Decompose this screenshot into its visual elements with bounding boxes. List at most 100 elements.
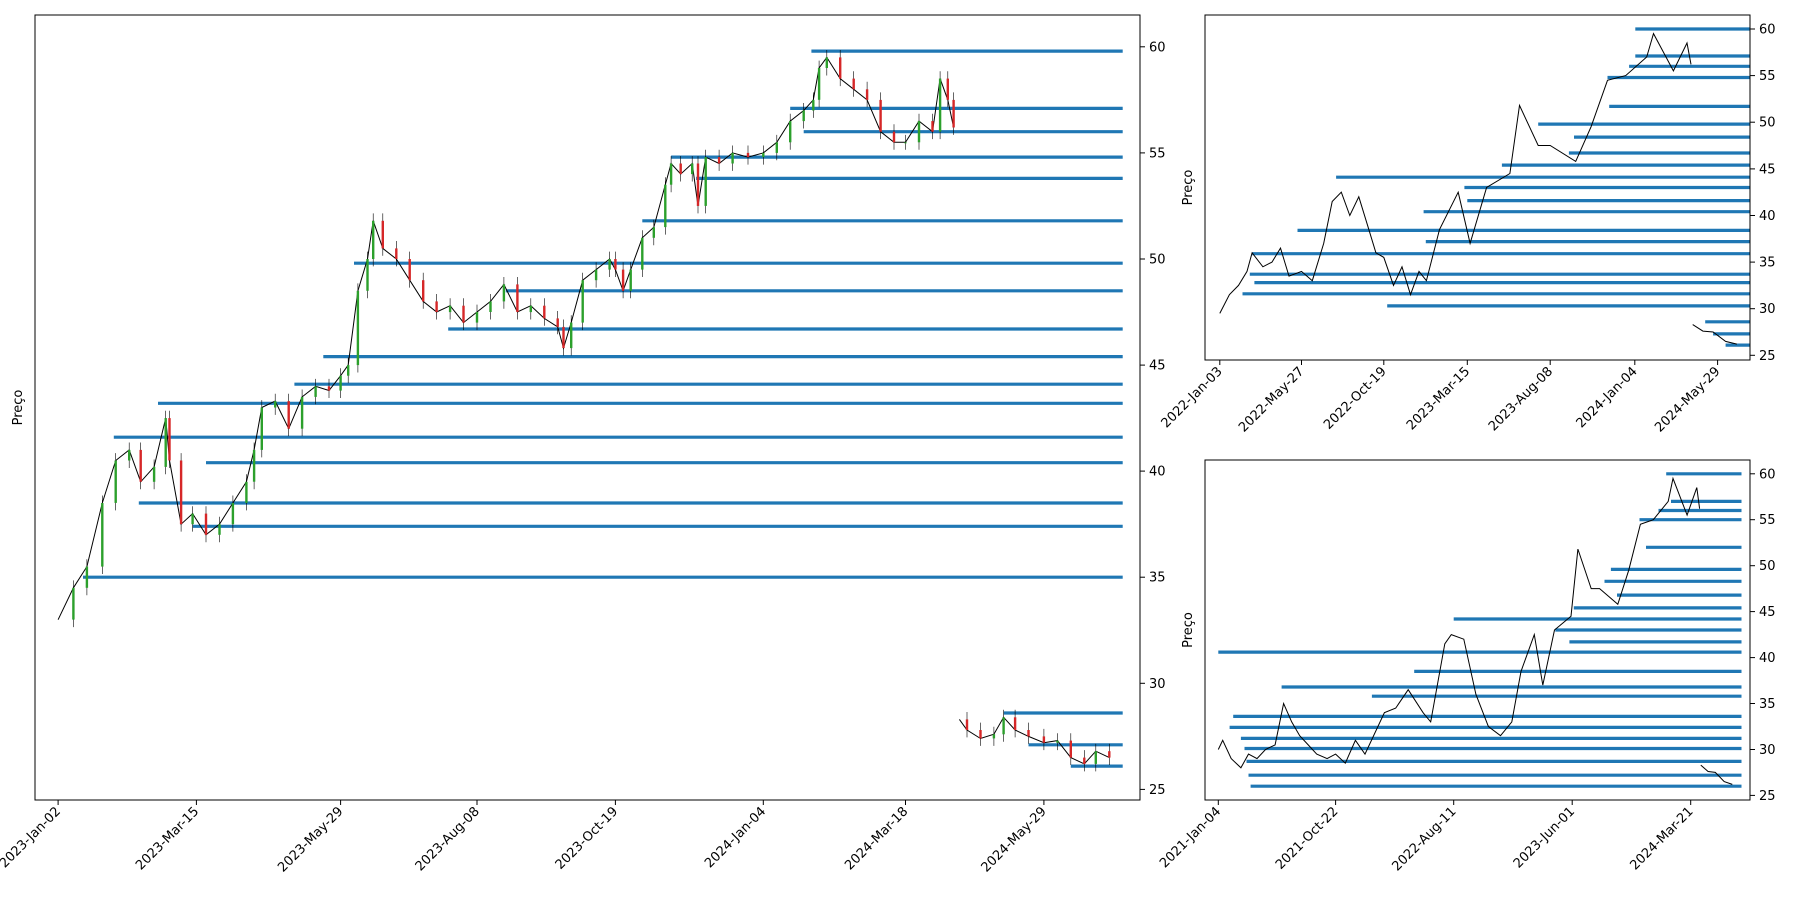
candle-body: [1002, 717, 1005, 735]
candle-body: [812, 99, 815, 111]
candle-body: [952, 99, 955, 128]
candle-body: [245, 481, 248, 503]
candle-body: [789, 121, 792, 143]
price-line: [1219, 32, 1692, 314]
y-tick-label: 45: [1759, 605, 1776, 620]
candle-body: [260, 407, 263, 450]
candle-body: [152, 466, 156, 482]
y-tick-label: 55: [1759, 69, 1776, 84]
candle-body: [892, 131, 896, 143]
candle-body: [408, 259, 411, 281]
candle-body: [1083, 757, 1086, 764]
candle-body: [817, 68, 821, 100]
candle-body: [570, 322, 573, 349]
candle-body: [128, 449, 131, 461]
y-tick-label: 35: [1759, 256, 1776, 271]
y-tick-label: 35: [1759, 697, 1776, 712]
candle-body: [1013, 717, 1017, 730]
candle-body: [608, 259, 611, 270]
candle-body: [1056, 740, 1059, 743]
candle-body: [516, 284, 519, 312]
price-line: [1700, 764, 1733, 785]
candle-body: [746, 152, 750, 158]
candle-body: [85, 566, 89, 588]
y-tick-label: 40: [1149, 465, 1166, 480]
price-line: [1217, 476, 1701, 769]
candle-body: [839, 57, 842, 79]
candle-body: [614, 259, 617, 270]
y-tick-label: 25: [1759, 789, 1776, 804]
candle-body: [204, 513, 208, 535]
candle-body: [347, 365, 350, 376]
y-tick-label: 60: [1759, 23, 1776, 38]
y-tick-label: 30: [1759, 302, 1776, 317]
y-tick-label: 30: [1759, 743, 1776, 758]
candle-body: [502, 284, 506, 302]
y-tick-label: 25: [1759, 349, 1776, 364]
candle-body: [252, 449, 256, 482]
candle-body: [462, 305, 465, 323]
y-tick-label: 25: [1149, 783, 1166, 798]
y-axis-label: Preço: [11, 390, 26, 426]
candle-body: [356, 290, 360, 366]
y-tick-label: 45: [1759, 162, 1776, 177]
y-tick-label: 35: [1149, 571, 1166, 586]
candle-body: [931, 121, 934, 132]
candle-body: [556, 318, 559, 327]
y-tick-label: 50: [1759, 559, 1776, 574]
candle-body: [422, 280, 425, 302]
candle-body: [448, 305, 452, 313]
candle-body: [231, 503, 235, 525]
candle-body: [314, 386, 317, 397]
candle-body: [543, 305, 546, 319]
candle-body: [664, 184, 667, 228]
candle-body: [1027, 730, 1030, 737]
candle-body: [287, 401, 290, 429]
candle-body: [164, 418, 167, 467]
y-axis-label: Preço: [1181, 612, 1196, 648]
candle-body: [101, 503, 104, 567]
axes-frame: [1204, 14, 1751, 361]
candle-body: [372, 220, 375, 259]
candle-body: [992, 734, 996, 739]
candle-body: [1094, 751, 1097, 764]
candle-body: [475, 312, 479, 323]
candle-body: [594, 269, 598, 281]
candle-body: [327, 386, 331, 391]
candle-body: [669, 163, 673, 185]
y-tick-label: 55: [1149, 146, 1166, 161]
price-line: [1692, 324, 1738, 345]
axes-frame: [34, 14, 1141, 801]
y-tick-label: 40: [1759, 209, 1776, 224]
candle-body: [1069, 740, 1072, 758]
candle-body: [581, 280, 584, 323]
axes-frame: [1204, 459, 1751, 801]
candle-body: [114, 460, 117, 503]
candle-body: [979, 730, 982, 739]
candle-body: [946, 78, 949, 100]
candle-body: [395, 248, 398, 259]
candle-body: [641, 237, 644, 270]
candle-body: [218, 524, 221, 535]
y-tick-label: 55: [1759, 513, 1776, 528]
y-tick-label: 30: [1149, 677, 1166, 692]
candle-body: [865, 89, 869, 100]
y-tick-label: 60: [1149, 40, 1166, 55]
candle-body: [489, 301, 492, 312]
candle-body: [775, 142, 778, 153]
candle-body: [652, 227, 655, 238]
candle-body: [802, 110, 805, 122]
candle-body: [168, 418, 171, 461]
candle-body: [621, 269, 625, 291]
candle-body: [731, 152, 734, 164]
candle-body: [852, 78, 855, 90]
candle-body: [139, 449, 142, 482]
candle-body: [904, 142, 907, 144]
candle-body: [938, 78, 942, 132]
candle-body: [704, 157, 707, 206]
candle-body: [1042, 736, 1046, 743]
candle-body: [300, 396, 304, 429]
candle-body: [191, 513, 194, 525]
candle-body: [717, 157, 721, 164]
